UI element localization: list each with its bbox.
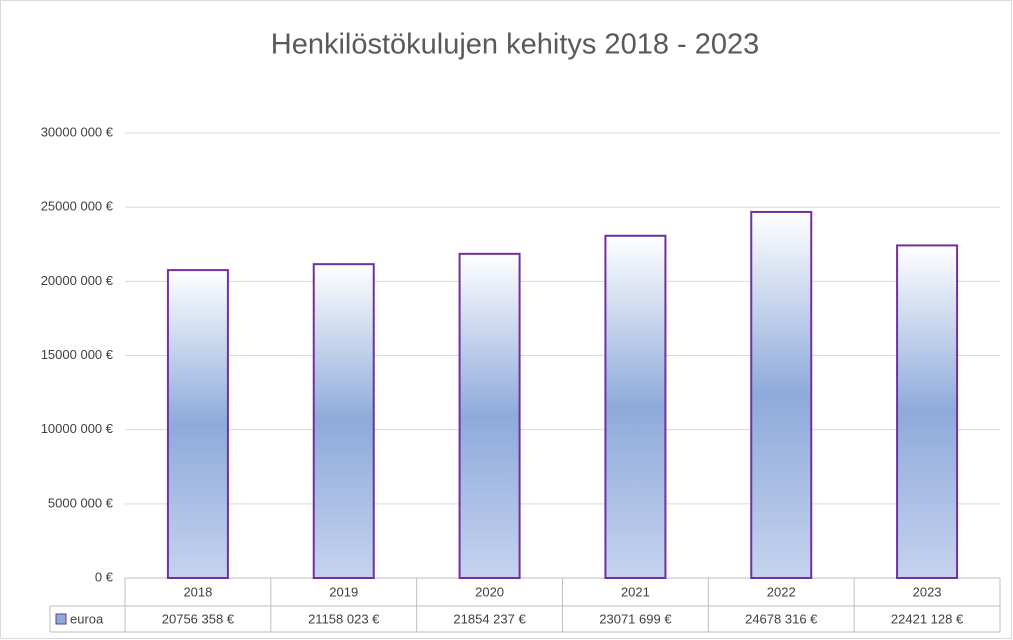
y-tick-label: 5000 000 € bbox=[48, 495, 114, 510]
y-tick-label: 25000 000 € bbox=[41, 199, 114, 214]
y-tick-label: 10000 000 € bbox=[41, 421, 114, 436]
data-label: 23071 699 € bbox=[599, 611, 672, 626]
bar bbox=[604, 234, 667, 579]
legend-swatch bbox=[55, 613, 67, 625]
legend-label: euroa bbox=[70, 611, 104, 626]
y-tick-label: 30000 000 € bbox=[41, 124, 114, 139]
bar bbox=[312, 263, 375, 579]
x-tick-label: 2019 bbox=[329, 584, 358, 599]
x-tick-label: 2023 bbox=[913, 584, 942, 599]
y-tick-label: 20000 000 € bbox=[41, 273, 114, 288]
bar bbox=[458, 252, 521, 579]
data-label: 21854 237 € bbox=[453, 611, 526, 626]
bar bbox=[896, 244, 959, 580]
y-tick-label: 0 € bbox=[95, 569, 114, 584]
x-tick-label: 2020 bbox=[475, 584, 504, 599]
x-tick-label: 2021 bbox=[621, 584, 650, 599]
x-tick-label: 2018 bbox=[183, 584, 212, 599]
bar bbox=[750, 210, 813, 579]
data-label: 21158 023 € bbox=[308, 611, 380, 626]
chart-title: Henkilöstökulujen kehitys 2018 - 2023 bbox=[271, 29, 759, 61]
y-tick-label: 15000 000 € bbox=[41, 347, 114, 362]
data-label: 20756 358 € bbox=[162, 611, 235, 626]
x-tick-label: 2022 bbox=[767, 584, 796, 599]
bar bbox=[166, 269, 229, 579]
data-label: 24678 316 € bbox=[745, 611, 818, 626]
data-label: 22421 128 € bbox=[891, 611, 964, 626]
